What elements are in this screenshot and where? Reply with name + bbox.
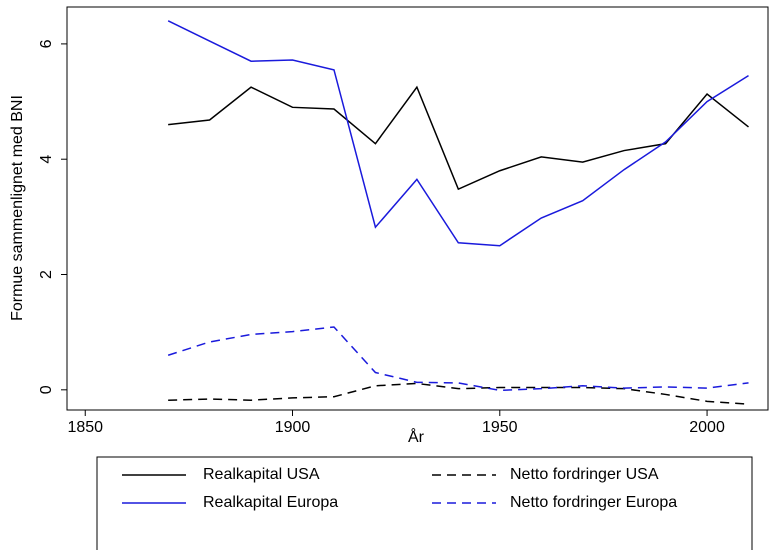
y-tick-label: 6 [38, 39, 55, 48]
series-line [167, 20, 749, 247]
legend-label: Netto fordringer Europa [510, 494, 677, 511]
legend-box [96, 456, 753, 550]
y-tick-label: 2 [38, 270, 55, 279]
legend-label: Realkapital Europa [203, 494, 338, 511]
x-tick-label: 1950 [482, 419, 518, 436]
x-tick-label: 1850 [67, 419, 103, 436]
series-line [168, 85, 749, 191]
x-tick-label: 2000 [689, 419, 725, 436]
series-line [168, 382, 749, 405]
x-axis-label: År [408, 427, 425, 446]
x-tick-label: 1900 [275, 419, 311, 436]
legend-label: Netto fordringer USA [510, 466, 659, 483]
y-tick-label: 4 [38, 155, 55, 164]
y-tick-label: 0 [38, 385, 55, 394]
y-axis-label: Formue sammenlignet med BNI [9, 95, 26, 321]
plot-frame [66, 6, 769, 411]
series-line [167, 326, 749, 392]
legend-label: Realkapital USA [203, 466, 320, 483]
